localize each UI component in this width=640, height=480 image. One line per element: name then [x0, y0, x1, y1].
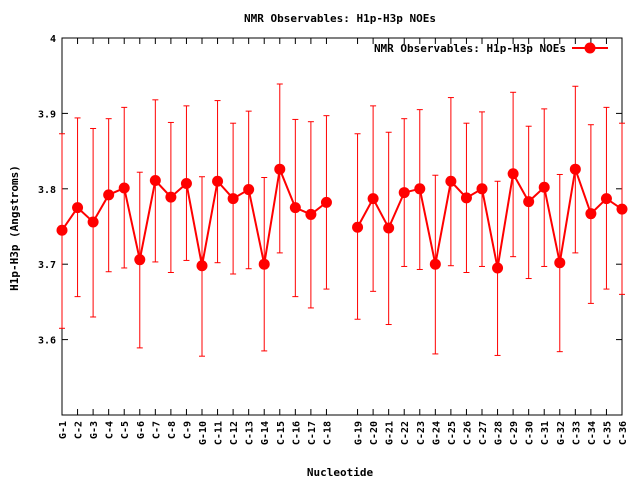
data-point	[414, 183, 426, 195]
x-tick-label: C-36	[618, 421, 629, 445]
data-point	[398, 187, 410, 199]
y-axis-title: H1p-H3p (Angstroms)	[8, 165, 21, 291]
x-tick-label: C-34	[587, 421, 598, 445]
legend-label: NMR Observables: H1p-H3p NOEs	[374, 42, 566, 55]
data-point	[180, 178, 192, 190]
x-tick-label: G-21	[385, 421, 396, 445]
data-point	[103, 189, 115, 201]
x-tick-label: C-30	[525, 421, 536, 445]
x-tick-label: C-5	[120, 421, 131, 439]
x-tick-label: C-7	[151, 421, 162, 439]
data-point	[227, 193, 239, 205]
x-tick-label: C-33	[571, 421, 582, 445]
data-point	[383, 222, 395, 234]
data-point	[352, 221, 364, 233]
data-point	[320, 196, 332, 208]
x-tick-label: G-28	[494, 421, 505, 445]
data-point	[305, 208, 317, 220]
x-tick-label: C-31	[540, 421, 551, 445]
data-point	[367, 193, 379, 205]
series-layer	[56, 83, 628, 357]
x-tick-label: C-8	[167, 421, 178, 439]
y-axis: 3.6 3.7 3.8 3.9 4	[38, 34, 622, 347]
data-point	[429, 258, 441, 270]
data-point	[196, 260, 208, 272]
x-tick-label: C-11	[214, 421, 225, 445]
data-point	[258, 258, 270, 270]
x-tick-label: C-9	[182, 421, 193, 439]
data-point	[507, 168, 519, 180]
x-tick-label: G-10	[198, 421, 209, 445]
y-tick-label: 3.9	[38, 109, 56, 120]
x-tick-label: C-12	[229, 421, 240, 445]
data-point	[72, 202, 84, 214]
x-tick-label: C-13	[245, 421, 256, 445]
x-tick-label: C-25	[447, 421, 458, 445]
data-point	[56, 224, 68, 236]
x-tick-label: C-26	[462, 421, 473, 445]
x-tick-label: C-2	[74, 421, 85, 439]
data-point	[616, 203, 628, 215]
data-point	[523, 196, 535, 208]
data-point	[569, 163, 581, 175]
x-tick-label: C-35	[602, 421, 613, 445]
data-point	[600, 193, 612, 205]
data-point	[212, 175, 224, 187]
x-tick-label: G-24	[431, 421, 442, 445]
x-tick-label: C-4	[105, 421, 116, 439]
legend: NMR Observables: H1p-H3p NOEs	[374, 42, 608, 55]
x-tick-label: G-3	[89, 421, 100, 439]
data-point	[585, 208, 597, 220]
x-tick-label: C-17	[307, 421, 318, 445]
x-axis: G-1 C-2 G-3 C-4 C-5 G-6 C-7 C-8 C-9 G-10 C-11 C-12 C…	[58, 38, 629, 445]
data-point	[243, 184, 255, 196]
data-point	[289, 202, 301, 214]
x-tick-label: G-14	[260, 421, 271, 445]
data-point	[87, 216, 99, 228]
x-tick-label: G-32	[556, 421, 567, 445]
x-tick-label: C-16	[291, 421, 302, 445]
x-tick-label: G-1	[58, 421, 69, 439]
series-line	[356, 168, 623, 269]
legend-marker-swatch	[584, 42, 596, 54]
x-tick-label: C-15	[276, 421, 287, 445]
chart-title: NMR Observables: H1p-H3p NOEs	[244, 12, 436, 25]
y-tick-label: 4	[50, 34, 56, 45]
x-tick-label: G-19	[354, 421, 365, 445]
x-tick-label: C-23	[416, 421, 427, 445]
data-point	[118, 182, 130, 194]
data-point	[149, 175, 161, 187]
data-point	[554, 257, 566, 269]
x-tick-label: C-29	[509, 421, 520, 445]
data-point	[460, 192, 472, 204]
y-tick-label: 3.7	[38, 260, 56, 271]
data-point	[538, 181, 550, 193]
data-point	[134, 254, 146, 266]
x-tick-label: C-22	[400, 421, 411, 445]
x-tick-label: C-20	[369, 421, 380, 445]
x-tick-label: C-18	[322, 421, 333, 445]
x-tick-label: G-6	[136, 421, 147, 439]
data-point	[445, 175, 457, 187]
y-tick-label: 3.6	[38, 336, 56, 347]
data-point	[274, 163, 286, 175]
data-point	[165, 191, 177, 203]
data-point	[476, 183, 488, 195]
y-tick-label: 3.8	[38, 185, 56, 196]
x-tick-label: C-27	[478, 421, 489, 445]
series-line	[61, 165, 328, 266]
x-axis-title: Nucleotide	[307, 466, 374, 479]
data-point	[492, 262, 504, 274]
